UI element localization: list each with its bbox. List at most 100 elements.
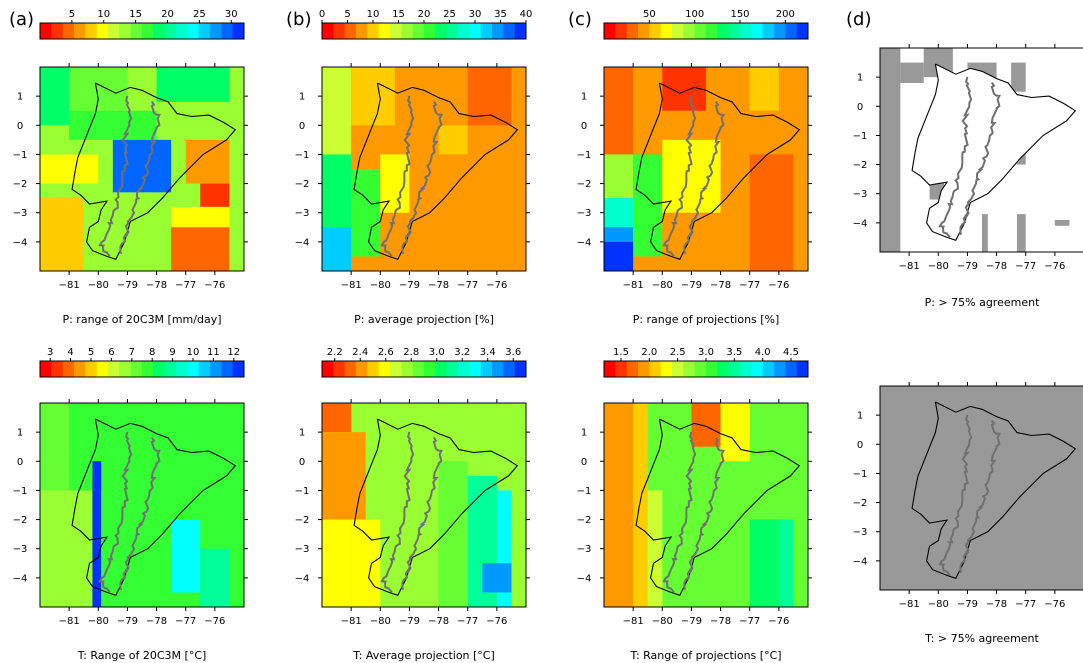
colorbar-swatch xyxy=(96,361,109,377)
map-frame xyxy=(879,385,1083,591)
x-tick-label: −81 xyxy=(341,280,362,291)
grid-cell xyxy=(40,154,99,184)
y-tick-label: 0 xyxy=(581,457,587,468)
x-tick-label: −80 xyxy=(928,599,949,610)
y-tick-label: −3 xyxy=(13,208,28,219)
colorbar-swatch xyxy=(40,361,52,377)
grid-cell xyxy=(691,403,721,447)
andes-contour-east xyxy=(119,101,161,255)
colorbar-swatch xyxy=(333,361,346,377)
colorbar-swatch xyxy=(367,361,380,377)
grid-cell xyxy=(604,227,634,242)
colorbar-swatch xyxy=(683,23,696,39)
x-tick-label: −81 xyxy=(623,280,644,291)
colorbar-swatch xyxy=(785,361,798,377)
colorbar-swatch xyxy=(615,361,628,377)
x-tick-label: −81 xyxy=(899,599,920,610)
x-tick-label: −79 xyxy=(117,616,138,627)
colorbar-swatch xyxy=(412,361,425,377)
colorbar-tick-label: 4 xyxy=(67,347,73,358)
grid-cell xyxy=(200,183,230,207)
colorbar: 3 4 5 6 7 8 9 10 11 12 xyxy=(39,347,245,378)
y-tick-label: 1 xyxy=(857,73,863,84)
map-frame xyxy=(321,66,527,272)
colorbar-swatch xyxy=(649,361,662,377)
colorbar-swatch xyxy=(706,361,718,377)
panel-label-d: (d) xyxy=(846,9,871,30)
map-field xyxy=(322,67,526,271)
x-tick-label: −81 xyxy=(623,616,644,627)
y-tick-label: 1 xyxy=(581,428,587,439)
colorbar-tick-label: 20 xyxy=(418,9,431,20)
y-tick-label: −2 xyxy=(853,498,868,509)
y-tick-label: −1 xyxy=(295,486,310,497)
agreement-mask-cell xyxy=(880,386,1083,590)
colorbar-swatch xyxy=(62,361,75,377)
grid-cell xyxy=(322,227,352,271)
colorbar-tick-label: 5 xyxy=(88,347,94,358)
grid-cell xyxy=(40,198,84,271)
colorbar-swatch xyxy=(378,361,391,377)
x-tick-label: −79 xyxy=(957,599,978,610)
grid-cell xyxy=(171,519,201,593)
colorbar-tick-label: 2.6 xyxy=(378,347,394,358)
x-tick-label: −76 xyxy=(204,616,225,627)
grid-cell xyxy=(185,139,230,184)
colorbar-swatch xyxy=(626,361,639,377)
y-tick-label: −2 xyxy=(577,179,592,190)
colorbar-swatch xyxy=(130,23,143,39)
colorbar-swatch xyxy=(401,361,414,377)
colorbar-swatch xyxy=(119,361,132,377)
y-tick-label: −1 xyxy=(295,150,310,161)
colorbar-swatch xyxy=(232,23,245,39)
y-tick-label: −4 xyxy=(577,237,592,248)
andes-contour-east xyxy=(683,437,725,591)
andes-contour-west xyxy=(380,95,415,258)
colorbar-swatch xyxy=(221,23,234,39)
grid-cell xyxy=(200,548,230,607)
colorbar-swatch xyxy=(210,23,222,39)
x-tick-label: −78 xyxy=(710,280,731,291)
map-frame xyxy=(879,47,1083,253)
colorbar-tick-label: 3.0 xyxy=(429,347,445,358)
x-tick-label: −77 xyxy=(175,616,196,627)
andes-contour-west xyxy=(98,431,133,594)
x-tick-label: −81 xyxy=(341,616,362,627)
colorbar-swatch xyxy=(492,23,504,39)
x-tick-label: −78 xyxy=(146,616,167,627)
colorbar-swatch xyxy=(176,361,188,377)
colorbar-tick-label: 30 xyxy=(469,9,482,20)
y-tick-label: −4 xyxy=(295,237,310,248)
colorbar-swatch xyxy=(458,361,470,377)
colorbar-swatch xyxy=(469,23,482,39)
colorbar-swatch xyxy=(435,23,448,39)
grid-cell xyxy=(40,403,70,491)
andes-contour-west xyxy=(662,431,697,594)
colorbar-swatch xyxy=(164,23,177,39)
colorbar-swatch xyxy=(774,23,786,39)
panel-r1-c4: −81 −80 −79 −78 −77 −76 1 0 −1 −2 −3 −4 P: > 75% agr… xyxy=(853,44,1083,309)
colorbar-swatch xyxy=(344,23,357,39)
x-tick-label: −77 xyxy=(457,280,478,291)
y-tick-label: −1 xyxy=(577,486,592,497)
andes-contour-east xyxy=(119,437,161,591)
y-tick-label: −3 xyxy=(577,208,592,219)
panel-r2-c4: −81 −80 −79 −78 −77 −76 1 0 −1 −2 −3 −4 T: > 75% agr… xyxy=(853,382,1083,645)
colorbar-swatch xyxy=(119,23,132,39)
agreement-mask-cell xyxy=(880,48,901,252)
colorbar-swatch xyxy=(153,361,166,377)
colorbar-tick-label: 25 xyxy=(193,9,206,20)
grid-cell xyxy=(171,227,230,271)
panel-title: T: > 75% agreement xyxy=(924,632,1039,645)
colorbar-tick-label: 20 xyxy=(161,9,174,20)
y-tick-label: 1 xyxy=(299,92,305,103)
colorbar-swatch xyxy=(390,361,402,377)
grid-cell xyxy=(92,461,102,607)
colorbar-tick-label: 4.0 xyxy=(755,347,771,358)
y-tick-label: 0 xyxy=(299,121,305,132)
colorbar-swatch xyxy=(96,23,109,39)
colorbar-tick-label: 3.4 xyxy=(480,347,496,358)
colorbar-tick-label: 6 xyxy=(108,347,114,358)
y-tick-label: 1 xyxy=(17,428,23,439)
panel-title: P: > 75% agreement xyxy=(925,296,1040,309)
